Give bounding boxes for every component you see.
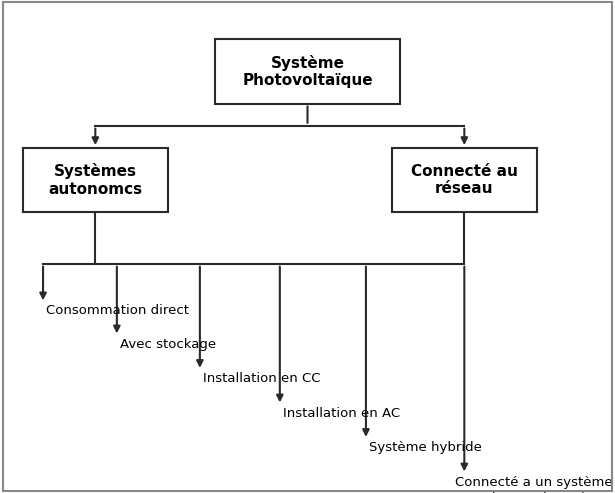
Text: Système hybride: Système hybride (369, 441, 482, 454)
Text: Systèmes
autonomcs: Systèmes autonomcs (48, 163, 143, 197)
FancyBboxPatch shape (392, 148, 536, 212)
Text: Consommation direct: Consommation direct (46, 304, 189, 317)
Text: Système
Photovoltaïque: Système Photovoltaïque (242, 55, 373, 88)
Text: Installation en CC: Installation en CC (203, 372, 320, 385)
Text: Avec stockage: Avec stockage (120, 338, 216, 351)
Text: Installation en AC: Installation en AC (283, 407, 400, 420)
FancyBboxPatch shape (23, 148, 167, 212)
Text: Connecté a un système hybride,
une charge et au réseau: Connecté a un système hybride, une charg… (455, 476, 615, 493)
FancyBboxPatch shape (215, 39, 400, 104)
Text: Connecté au
réseau: Connecté au réseau (411, 164, 518, 196)
